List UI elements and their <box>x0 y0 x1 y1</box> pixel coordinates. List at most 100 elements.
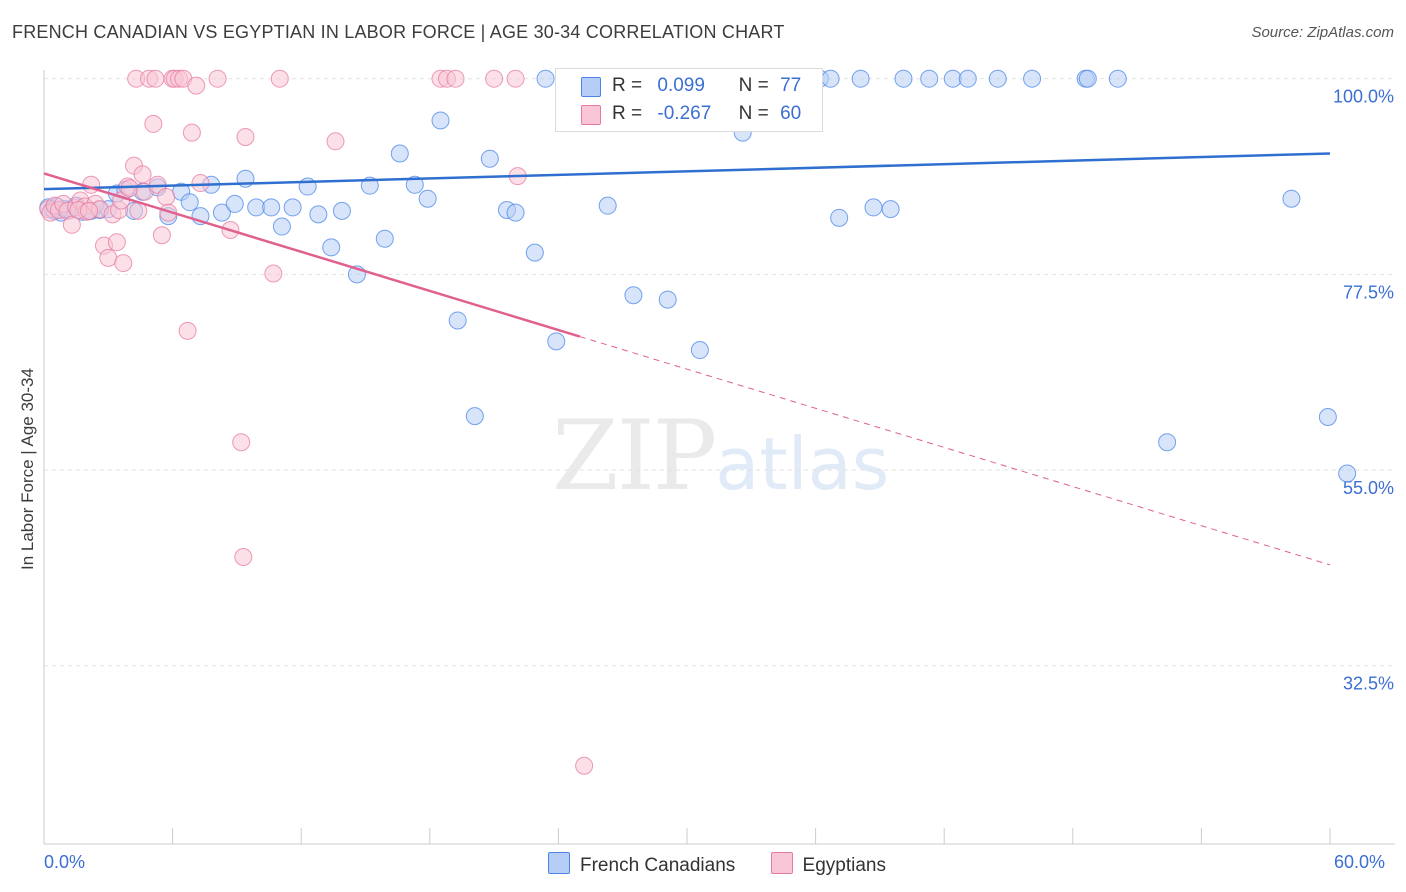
stats-text: R = -0.267 N = 60 <box>612 101 801 127</box>
trend-line-egyptians-extrapolated <box>579 336 1331 566</box>
point-french-canadian <box>598 196 617 215</box>
point-french-canadian <box>418 189 437 208</box>
point-french-canadian <box>1282 189 1301 208</box>
point-french-canadian <box>506 203 525 222</box>
point-french-canadian <box>1338 464 1357 483</box>
point-egyptian <box>187 76 206 95</box>
point-french-canadian <box>465 407 484 426</box>
point-egyptian <box>191 174 210 193</box>
point-french-canadian <box>658 290 677 309</box>
watermark-zip: ZIP <box>552 400 717 512</box>
point-french-canadian <box>1023 69 1042 88</box>
point-french-canadian <box>943 69 962 88</box>
watermark: ZIPatlas <box>552 400 889 512</box>
point-french-canadian <box>864 198 883 217</box>
legend-item-egyptians[interactable]: Egyptians <box>770 852 886 877</box>
point-egyptian <box>326 132 345 151</box>
point-french-canadian <box>1078 69 1097 88</box>
r-label: R = <box>612 75 643 96</box>
chart-title: FRENCH CANADIAN VS EGYPTIAN IN LABOR FOR… <box>12 22 785 42</box>
r-value: 0.099 <box>657 75 705 96</box>
legend-label: French Canadians <box>580 855 736 876</box>
point-french-canadian <box>830 208 849 227</box>
n-value: 77 <box>780 75 802 96</box>
point-french-canadian <box>390 144 409 163</box>
n-label: N = <box>738 103 769 124</box>
point-egyptian <box>157 187 176 206</box>
point-egyptian <box>485 69 504 88</box>
point-french-canadian <box>920 69 939 88</box>
point-egyptian <box>236 127 255 146</box>
point-french-canadian <box>690 341 709 360</box>
stats-swatch-pink <box>581 105 601 125</box>
point-french-canadian <box>448 311 467 330</box>
point-french-canadian <box>536 69 555 88</box>
source-label: Source: ZipAtlas.com <box>1251 24 1394 41</box>
point-french-canadian <box>180 193 199 212</box>
point-egyptian <box>234 548 253 567</box>
point-egyptian <box>107 233 126 252</box>
legend-label: Egyptians <box>802 855 886 876</box>
stats-text: R = 0.099 N = 77 <box>612 73 801 99</box>
point-egyptian <box>133 165 152 184</box>
point-egyptian <box>152 226 171 245</box>
y-tick-label: 55.0% <box>1343 478 1394 498</box>
trend-line-egyptians <box>43 172 581 338</box>
point-egyptian <box>144 114 163 133</box>
point-french-canadian <box>322 238 341 257</box>
r-label: R = <box>612 103 643 124</box>
point-french-canadian <box>272 217 291 236</box>
point-egyptian <box>80 201 99 220</box>
point-egyptian <box>264 264 283 283</box>
point-egyptian <box>114 254 133 273</box>
r-value: -0.267 <box>657 103 712 124</box>
trend-line-french-canadians <box>43 152 1331 191</box>
y-axis-label: In Labor Force | Age 30-34 <box>18 368 37 570</box>
point-egyptian <box>99 248 118 267</box>
n-value: 60 <box>780 103 802 124</box>
point-egyptian <box>208 69 227 88</box>
watermark-atlas: atlas <box>715 422 890 506</box>
point-french-canadian <box>851 69 870 88</box>
legend-item-french-canadians[interactable]: French Canadians <box>548 852 735 877</box>
stats-swatch-blue <box>581 77 601 97</box>
legend-swatch-pink <box>770 852 793 874</box>
point-french-canadian <box>332 201 351 220</box>
point-french-canadian <box>480 149 499 168</box>
point-egyptian <box>506 69 525 88</box>
point-egyptian <box>178 321 197 340</box>
point-egyptian <box>446 69 465 88</box>
x-tick-label-max: 60.0% <box>1334 852 1386 872</box>
point-french-canadian <box>247 198 266 217</box>
stats-legend: R = 0.099 N = 77 R = -0.267 N = 60 <box>555 68 823 132</box>
point-egyptian <box>575 756 594 775</box>
point-french-canadian <box>283 198 302 217</box>
point-egyptian <box>232 433 251 452</box>
point-french-canadian <box>431 111 450 130</box>
legend-swatch-blue <box>548 852 570 874</box>
point-french-canadian <box>375 229 394 248</box>
y-tick-label: 32.5% <box>1343 674 1394 694</box>
point-egyptian <box>182 123 201 142</box>
point-french-canadian <box>894 69 913 88</box>
point-french-canadian <box>821 69 840 88</box>
point-egyptian <box>146 69 165 88</box>
point-french-canadian <box>262 198 281 217</box>
point-french-canadian <box>525 243 544 262</box>
n-label: N = <box>738 75 769 96</box>
point-egyptian <box>270 69 289 88</box>
point-french-canadian <box>1108 69 1127 88</box>
point-french-canadian <box>958 69 977 88</box>
point-french-canadian <box>1318 407 1337 426</box>
point-french-canadian <box>212 203 231 222</box>
y-tick-label: 77.5% <box>1343 282 1394 302</box>
series-legend: French Canadians Egyptians <box>548 852 916 877</box>
point-french-canadian <box>988 69 1007 88</box>
point-french-canadian <box>1158 433 1177 452</box>
point-egyptian <box>120 179 139 198</box>
point-french-canadian <box>624 286 643 305</box>
point-french-canadian <box>547 332 566 351</box>
point-french-canadian <box>309 205 328 224</box>
point-french-canadian <box>225 194 244 213</box>
